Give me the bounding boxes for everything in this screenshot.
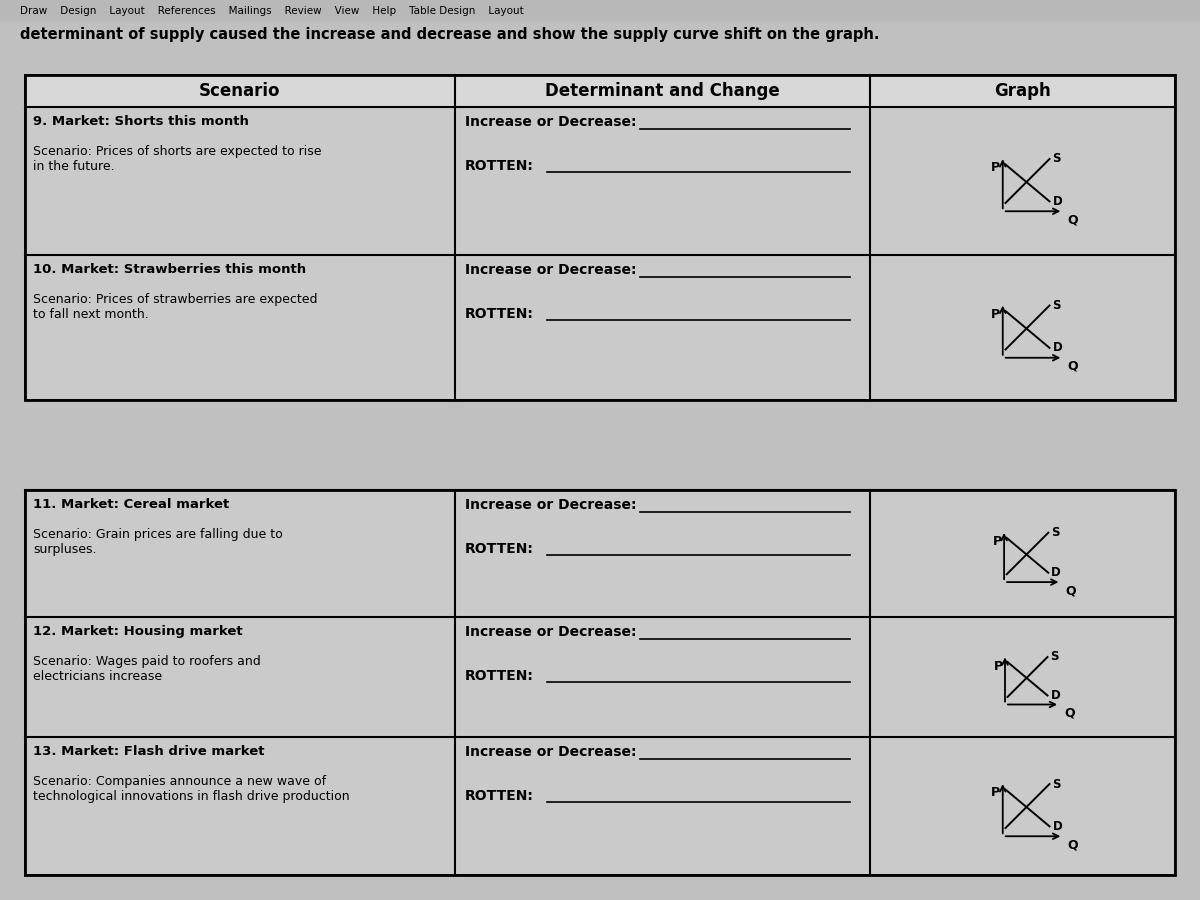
Text: Q: Q bbox=[1066, 584, 1076, 597]
Text: determinant of supply caused the increase and decrease and show the supply curve: determinant of supply caused the increas… bbox=[20, 26, 880, 41]
Bar bbox=[455, 617, 870, 737]
Text: Graph: Graph bbox=[994, 82, 1051, 100]
Text: ROTTEN:: ROTTEN: bbox=[466, 789, 534, 803]
Text: Scenario: Grain prices are falling due to
surpluses.: Scenario: Grain prices are falling due t… bbox=[34, 528, 283, 556]
Text: Scenario: Prices of strawberries are expected
to fall next month.: Scenario: Prices of strawberries are exp… bbox=[34, 293, 318, 321]
Bar bbox=[0, 0, 1200, 22]
Text: Increase or Decrease:: Increase or Decrease: bbox=[466, 498, 636, 512]
Text: ROTTEN:: ROTTEN: bbox=[466, 542, 534, 556]
Text: D: D bbox=[1052, 341, 1062, 355]
Text: Increase or Decrease:: Increase or Decrease: bbox=[466, 115, 636, 129]
Text: Increase or Decrease:: Increase or Decrease: bbox=[466, 625, 636, 639]
Text: Scenario: Scenario bbox=[199, 82, 281, 100]
Text: Scenario: Wages paid to roofers and
electricians increase: Scenario: Wages paid to roofers and elec… bbox=[34, 655, 260, 683]
Text: S: S bbox=[1052, 299, 1061, 312]
Text: 10. Market: Strawberries this month: 10. Market: Strawberries this month bbox=[34, 263, 306, 276]
Bar bbox=[455, 490, 870, 617]
Text: S: S bbox=[1051, 526, 1060, 539]
Text: ROTTEN:: ROTTEN: bbox=[466, 307, 534, 321]
Text: P: P bbox=[991, 308, 1001, 320]
Bar bbox=[0, 22, 1200, 46]
Text: Q: Q bbox=[1067, 213, 1078, 226]
Text: S: S bbox=[1052, 152, 1061, 166]
Text: Scenario: Prices of shorts are expected to rise
in the future.: Scenario: Prices of shorts are expected … bbox=[34, 145, 322, 173]
Text: Increase or Decrease:: Increase or Decrease: bbox=[466, 745, 636, 759]
Bar bbox=[455, 107, 870, 255]
Text: P: P bbox=[992, 536, 1002, 548]
Bar bbox=[870, 490, 1175, 617]
Bar bbox=[25, 255, 455, 400]
Text: Determinant and Change: Determinant and Change bbox=[545, 82, 780, 100]
Text: 11. Market: Cereal market: 11. Market: Cereal market bbox=[34, 498, 229, 511]
Bar bbox=[455, 255, 870, 400]
Bar bbox=[25, 737, 455, 875]
Text: S: S bbox=[1052, 778, 1061, 790]
Text: 9. Market: Shorts this month: 9. Market: Shorts this month bbox=[34, 115, 248, 128]
Text: Q: Q bbox=[1067, 838, 1078, 851]
Text: Q: Q bbox=[1067, 360, 1078, 373]
Text: Draw    Design    Layout    References    Mailings    Review    View    Help    : Draw Design Layout References Mailings R… bbox=[20, 6, 523, 16]
Text: D: D bbox=[1051, 566, 1061, 580]
Bar bbox=[870, 737, 1175, 875]
Bar bbox=[25, 490, 1175, 875]
Bar bbox=[25, 490, 455, 617]
Text: 13. Market: Flash drive market: 13. Market: Flash drive market bbox=[34, 745, 264, 758]
Text: D: D bbox=[1050, 689, 1061, 702]
Bar bbox=[25, 400, 1175, 490]
Text: P: P bbox=[991, 161, 1001, 175]
Bar bbox=[870, 107, 1175, 255]
Bar bbox=[455, 75, 870, 107]
Text: ROTTEN:: ROTTEN: bbox=[466, 669, 534, 683]
Text: ROTTEN:: ROTTEN: bbox=[466, 159, 534, 173]
Text: D: D bbox=[1052, 820, 1062, 832]
Text: Increase or Decrease:: Increase or Decrease: bbox=[466, 263, 636, 277]
Text: Q: Q bbox=[1064, 706, 1075, 719]
Text: D: D bbox=[1052, 195, 1062, 208]
Bar bbox=[455, 737, 870, 875]
Text: P: P bbox=[994, 660, 1002, 672]
Bar bbox=[25, 107, 455, 255]
Text: S: S bbox=[1050, 651, 1060, 663]
Bar bbox=[25, 75, 1175, 400]
Bar bbox=[25, 75, 455, 107]
Bar bbox=[870, 617, 1175, 737]
Bar bbox=[870, 255, 1175, 400]
Bar bbox=[25, 617, 455, 737]
Text: P: P bbox=[991, 787, 1001, 799]
Text: 12. Market: Housing market: 12. Market: Housing market bbox=[34, 625, 242, 638]
Bar bbox=[870, 75, 1175, 107]
Text: Scenario: Companies announce a new wave of
technological innovations in flash dr: Scenario: Companies announce a new wave … bbox=[34, 775, 349, 803]
